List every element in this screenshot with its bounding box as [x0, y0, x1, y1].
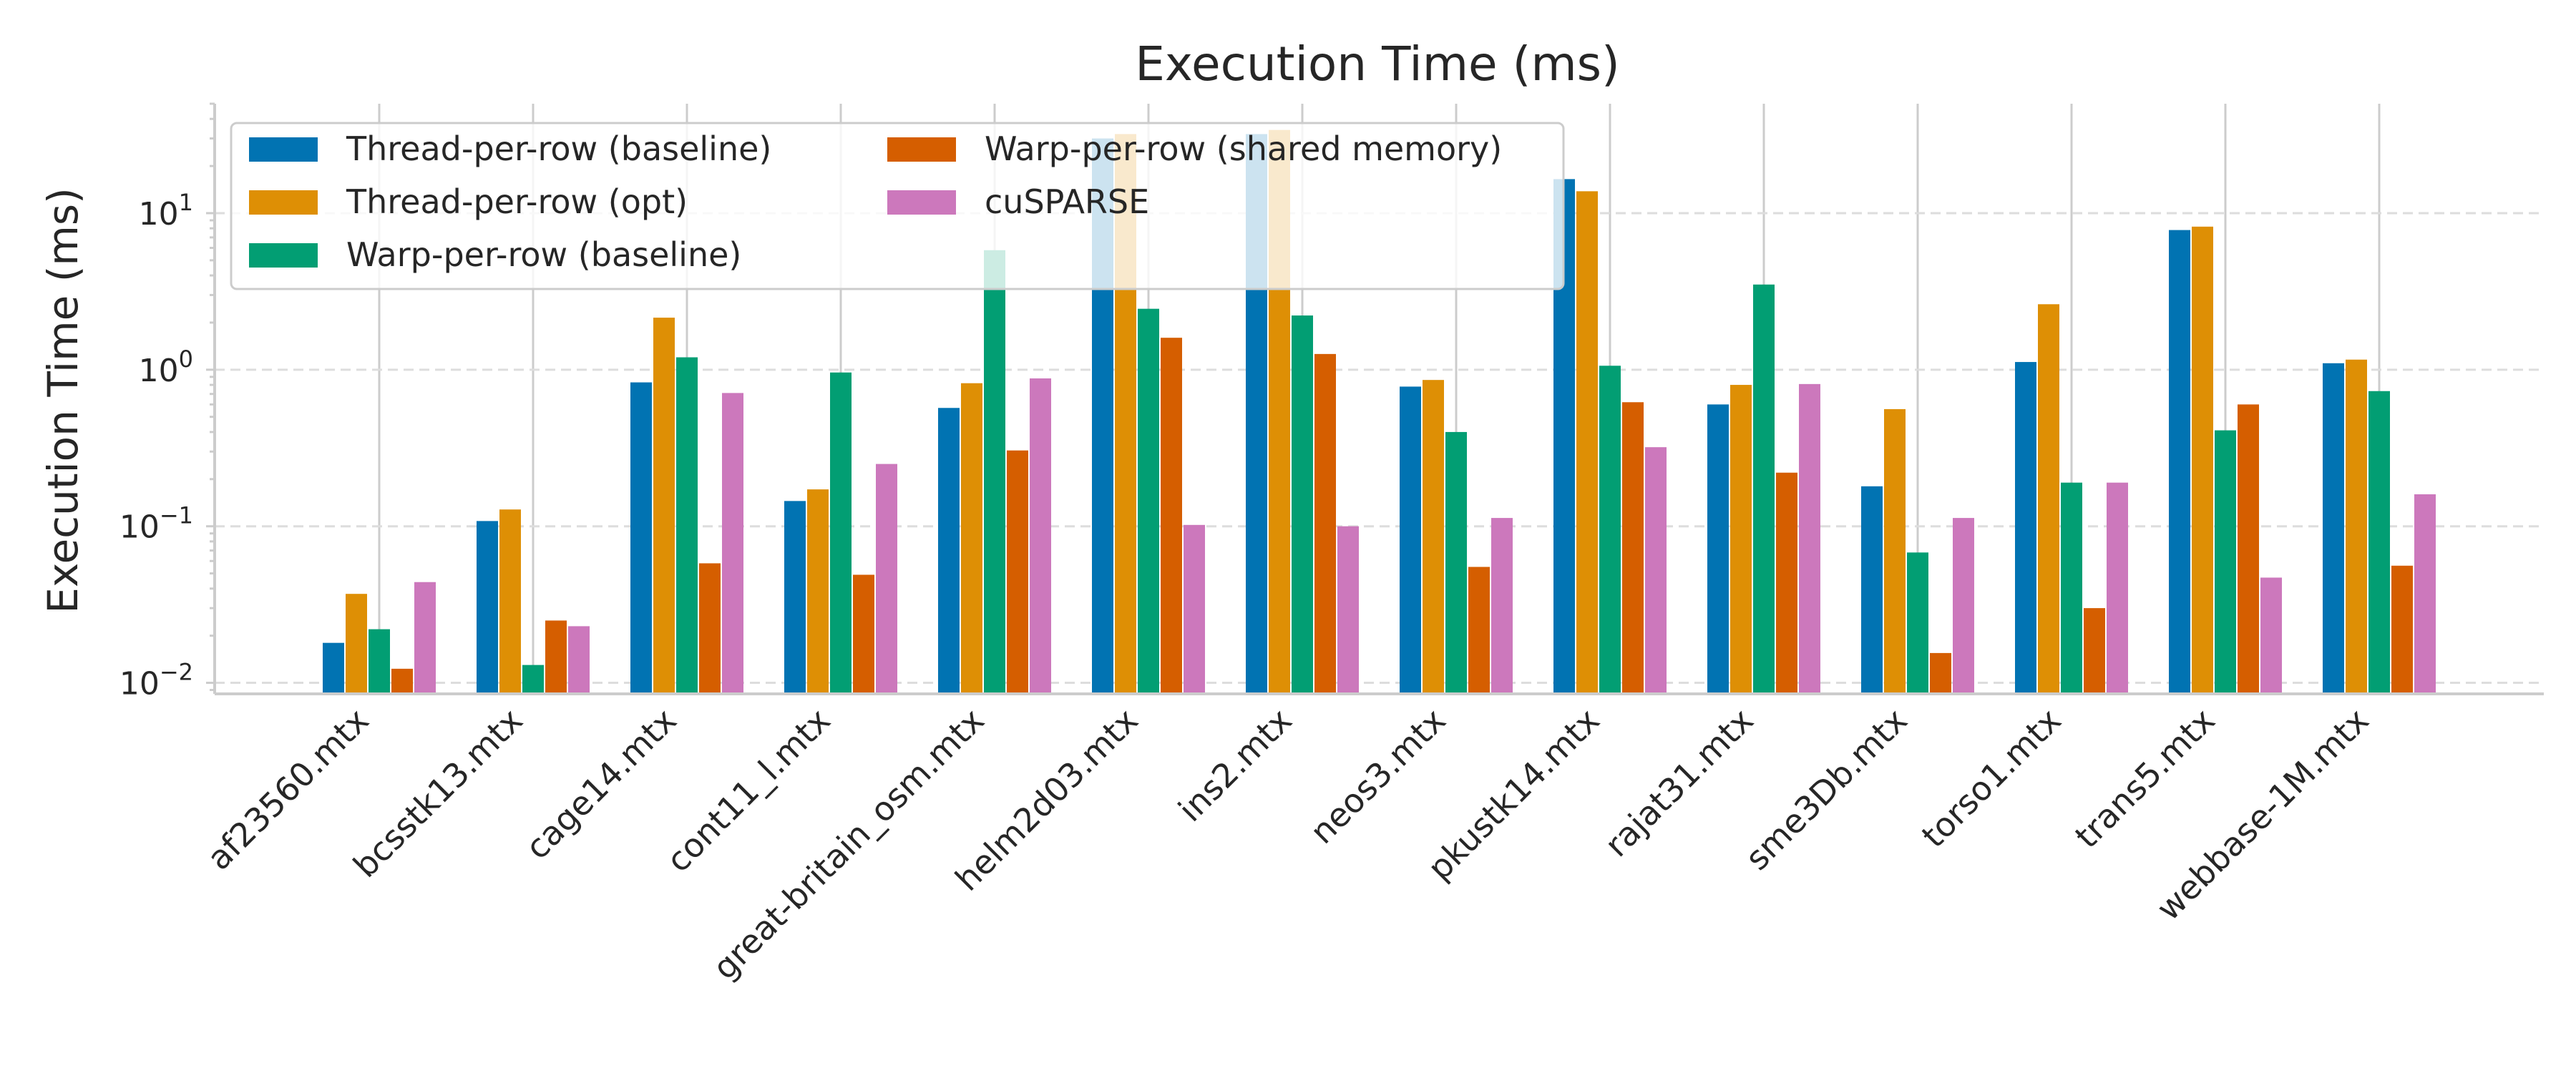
bar — [2061, 482, 2082, 694]
legend: Thread-per-row (baseline) Thread-per-row … — [230, 122, 1565, 290]
bar — [1292, 315, 1313, 694]
bar — [477, 521, 498, 694]
bar — [414, 582, 436, 694]
bar — [2215, 430, 2236, 694]
legend-label: Thread-per-row (opt) — [346, 182, 688, 221]
bar — [1861, 486, 1883, 694]
chart-title: Execution Time (ms) — [1135, 36, 1620, 92]
legend-swatch — [249, 137, 318, 162]
bar — [1007, 450, 1028, 694]
bar — [1799, 383, 1820, 694]
bar — [545, 620, 567, 694]
bar — [2015, 362, 2036, 694]
bar — [1314, 353, 1336, 694]
bars-layer — [323, 129, 2436, 695]
bar — [1730, 385, 1752, 694]
bar — [369, 629, 390, 694]
bar — [1423, 380, 1444, 694]
x-tick-label: cont11_l.mtx — [659, 701, 838, 880]
y-tick-label: 100 — [139, 346, 193, 389]
bar — [1645, 447, 1667, 694]
axes-layer — [206, 102, 2544, 695]
bar — [1907, 552, 1928, 694]
x-tick-labels: af23560.mtxbcsstk13.mtxcage14.mtxcont11_… — [200, 701, 2376, 987]
bar — [984, 250, 1005, 695]
bar — [1930, 652, 1951, 694]
x-tick-label: rajat31.mtx — [1597, 701, 1761, 865]
bar — [1184, 524, 1205, 694]
bar — [346, 594, 367, 694]
bar — [2084, 608, 2105, 694]
y-tick-label: 10−2 — [119, 659, 193, 702]
bar — [391, 668, 413, 694]
bar — [938, 408, 960, 694]
x-tick-label: cage14.mtx — [518, 701, 684, 867]
bar — [1576, 191, 1598, 694]
bar — [630, 382, 652, 694]
legend-swatch — [887, 137, 956, 162]
legend-swatch — [887, 190, 956, 215]
bar — [2391, 565, 2413, 694]
x-tick-label: torso1.mtx — [1914, 701, 2069, 856]
bar — [1953, 518, 1974, 694]
bar — [1707, 404, 1729, 694]
bar — [1400, 386, 1421, 694]
bar — [1161, 338, 1182, 694]
bar — [1884, 408, 1906, 694]
bar — [1445, 431, 1467, 694]
y-tick-label: 10−1 — [119, 502, 193, 546]
bar — [807, 489, 829, 694]
bar — [2169, 230, 2190, 694]
bar — [2038, 304, 2059, 694]
bar — [653, 318, 675, 695]
bar — [1753, 284, 1775, 694]
bar — [2192, 226, 2213, 694]
bar — [1491, 518, 1513, 694]
x-tick-label: sme3Db.mtx — [1738, 701, 1915, 878]
x-tick-label: ins2.mtx — [1171, 701, 1299, 830]
bar — [722, 393, 743, 694]
bar — [323, 642, 344, 694]
bar — [1030, 378, 1051, 694]
legend-label: cuSPARSE — [985, 182, 1149, 221]
bar — [784, 501, 806, 694]
x-tick-label: trans5.mtx — [2067, 701, 2223, 856]
bar — [1468, 567, 1490, 694]
y-axis-label: Execution Time (ms) — [39, 187, 87, 613]
bar — [961, 383, 982, 694]
bar — [2368, 391, 2390, 694]
bar — [699, 563, 721, 694]
legend-swatch — [249, 190, 318, 215]
bar — [2238, 404, 2259, 694]
legend-label: Warp-per-row (shared memory) — [985, 129, 1502, 168]
bar — [1776, 472, 1797, 694]
bar — [830, 372, 852, 694]
bar — [499, 509, 521, 694]
bar — [2414, 494, 2436, 694]
legend-label: Warp-per-row (baseline) — [346, 235, 741, 274]
bar — [876, 464, 897, 694]
bar — [522, 665, 544, 694]
bar — [2260, 577, 2282, 694]
bar — [1337, 526, 1359, 694]
bar — [676, 357, 698, 694]
x-tick-label: great-britain_osm.mtx — [706, 701, 992, 987]
y-tick-label: 101 — [139, 189, 193, 232]
bar — [853, 574, 874, 694]
bar — [568, 626, 590, 694]
legend-label: Thread-per-row (baseline) — [346, 129, 771, 168]
legend-swatch — [249, 243, 318, 268]
bar — [1138, 308, 1159, 694]
x-tick-label: neos3.mtx — [1302, 701, 1453, 851]
bar — [2346, 359, 2367, 694]
bar — [2323, 363, 2344, 694]
bar — [2107, 482, 2128, 694]
x-tick-label: af23560.mtx — [200, 701, 376, 878]
bar — [1622, 402, 1644, 694]
y-tick-labels: 10−2 10−1 100 101 — [119, 189, 193, 702]
bar — [1599, 366, 1621, 694]
